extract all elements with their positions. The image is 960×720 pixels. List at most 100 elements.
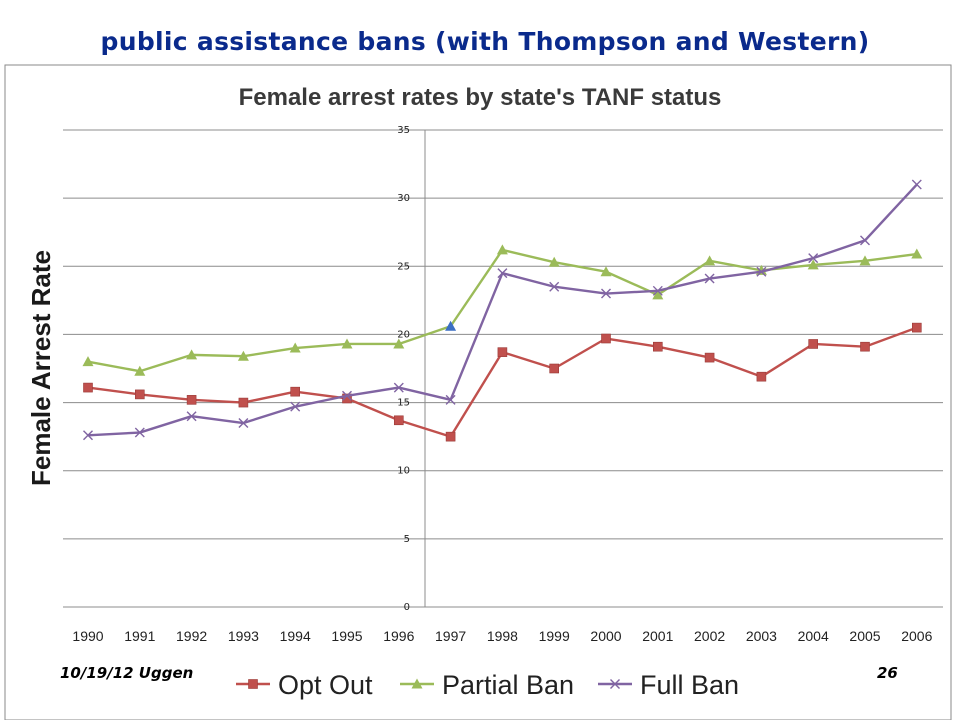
legend-label: Full Ban [640,670,739,700]
point-partial-ban [496,244,508,255]
point-full-ban-stroke [238,418,249,429]
point-opt-out [860,341,870,352]
point-full-ban-stroke [134,427,145,438]
point-opt-out [186,395,197,405]
point-full-ban-stroke [911,179,922,190]
legend-item-full-ban: Full Ban [598,670,739,700]
point-opt-out [704,352,715,363]
legend: Opt Out Partial Ban Full Ban [236,670,739,700]
x-tick-label: 1991 [124,628,155,644]
point-opt-out [911,322,922,333]
point-full-ban [549,281,560,292]
x-tick-label: 1996 [383,628,414,644]
page-number: 26 [877,664,898,682]
y-tick-label: 35 [397,125,410,136]
point-full-ban [186,411,197,422]
point-full-ban-stroke [342,390,352,401]
point-partial-ban [134,365,146,376]
point-full-ban [83,430,93,441]
point-opt-out [135,389,145,400]
point-full-ban-stroke [83,430,93,441]
point-full-ban-stroke [652,285,663,296]
point-full-ban [342,390,352,401]
y-tick-label: 25 [397,261,410,272]
point-partial-ban [911,248,923,259]
x-tick-label: 1997 [435,628,466,644]
point-full-ban [808,253,819,264]
point-full-ban-stroke [704,273,715,284]
x-tick-label: 1995 [331,628,362,644]
legend-marker [411,678,423,689]
series [82,179,923,442]
point-full-ban [652,285,663,296]
point-full-ban [860,235,870,246]
point-partial-ban [82,356,94,367]
legend-item-partial-ban: Partial Ban [400,670,574,700]
footer-date: 10/19/12 Uggen [60,664,194,682]
legend-marker [248,679,258,689]
point-partial-ban [237,350,249,361]
x-tick-label: 2006 [901,628,932,644]
point-opt-out [290,386,301,397]
point-opt-out [445,431,456,442]
x-tick-label: 2002 [694,628,725,644]
legend-marker-stroke [610,679,620,689]
point-full-ban [393,382,404,393]
point-full-ban [290,401,301,412]
point-full-ban [134,427,145,438]
y-tick-label: 20 [397,329,410,340]
point-full-ban-stroke [808,253,819,264]
x-tick-label: 1992 [176,628,207,644]
y-tick-label: 10 [397,466,410,477]
point-partial-ban [393,338,405,349]
slide-title: public assistance bans (with Thompson an… [100,27,870,56]
legend-label: Partial Ban [442,670,574,700]
x-tick-label: 2001 [642,628,673,644]
point-full-ban-stroke [549,281,560,292]
point-partial-ban [652,289,664,300]
point-partial-ban [859,255,871,266]
y-tick-label: 0 [404,602,410,613]
point-opt-out [549,363,560,374]
point-full-ban [497,268,508,279]
point-partial-ban [548,256,560,267]
point-full-ban [911,179,922,190]
point-partial-ban [445,320,457,331]
point-full-ban-stroke [601,288,611,299]
chart-title: Female arrest rates by state's TANF stat… [239,84,722,111]
legend-item-opt-out: Opt Out [236,670,373,700]
point-full-ban [238,418,249,429]
point-full-ban-stroke [756,266,767,277]
axes: 0 5 10 15 20 25 30 35 1990 1991 1992 1993 1994 1995 19… [72,125,932,644]
x-tick-label: 1999 [539,628,570,644]
point-opt-out [601,333,611,344]
point-opt-out [808,339,819,349]
legend-label: Opt Out [278,670,373,700]
legend-marker [610,679,620,689]
point-full-ban [445,394,456,405]
point-opt-out [83,382,93,393]
y-tick-label: 30 [397,193,410,204]
point-partial-ban [341,338,353,349]
point-partial-ban [600,266,612,277]
point-full-ban [704,273,715,284]
point-full-ban-stroke [445,394,456,405]
point-full-ban-stroke [290,401,301,412]
point-partial-ban [289,342,301,353]
x-tick-label: 1990 [72,628,103,644]
point-opt-out [652,341,663,352]
point-opt-out [756,371,767,382]
x-tick-label: 2005 [849,628,880,644]
point-full-ban-stroke [860,235,870,246]
point-opt-out [393,415,404,426]
x-tick-label: 1993 [228,628,259,644]
point-full-ban [601,288,611,299]
point-opt-out [342,393,352,404]
x-tick-label: 1998 [487,628,518,644]
point-full-ban-stroke [186,411,197,422]
point-partial-ban [186,349,198,360]
point-opt-out [238,397,249,408]
y-tick-label: 5 [404,534,410,545]
point-partial-ban [704,255,716,266]
